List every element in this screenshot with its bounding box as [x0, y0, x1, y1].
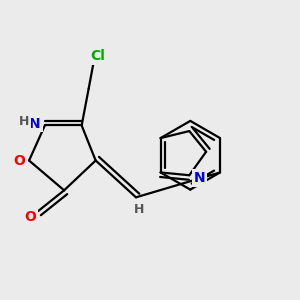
Text: N: N: [193, 171, 205, 185]
Text: Cl: Cl: [91, 50, 106, 63]
Text: H: H: [19, 115, 30, 128]
Text: N: N: [29, 117, 41, 131]
Text: H: H: [134, 203, 145, 216]
Text: O: O: [24, 210, 36, 224]
Text: O: O: [13, 154, 25, 167]
